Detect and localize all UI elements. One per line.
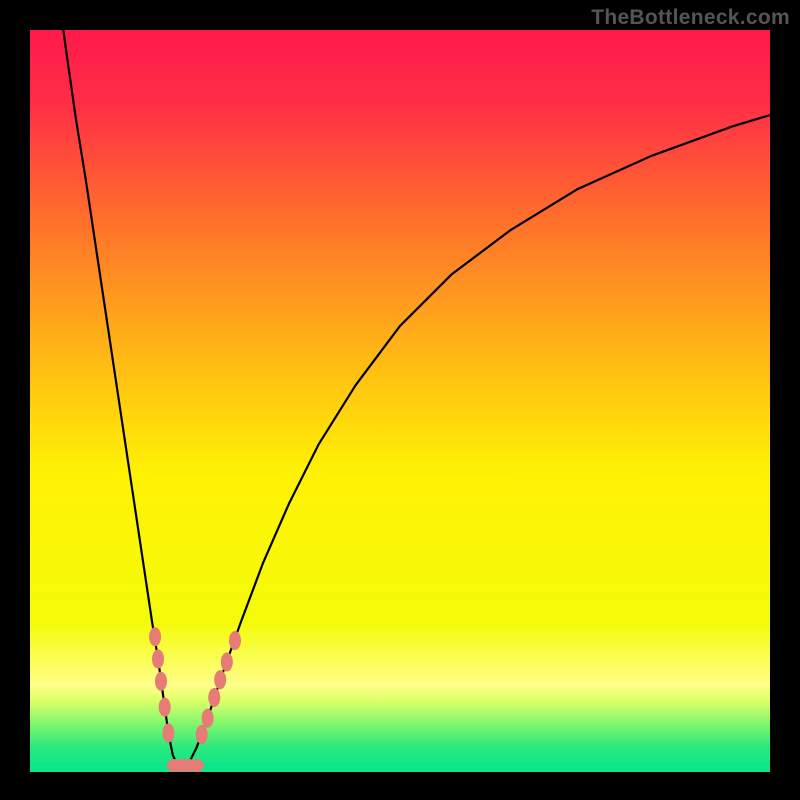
watermark-text: TheBottleneck.com bbox=[591, 6, 790, 30]
bottleneck-chart bbox=[0, 0, 800, 800]
data-marker bbox=[153, 650, 164, 668]
data-marker bbox=[150, 628, 161, 646]
chart-root: TheBottleneck.com bbox=[0, 0, 800, 800]
data-marker bbox=[155, 672, 166, 690]
data-marker bbox=[229, 632, 240, 650]
data-marker bbox=[159, 698, 170, 716]
data-marker bbox=[202, 709, 213, 727]
plot-background bbox=[30, 30, 770, 770]
data-marker bbox=[196, 725, 207, 743]
data-marker bbox=[163, 724, 174, 742]
data-marker bbox=[215, 671, 226, 689]
green-bottom-band bbox=[30, 763, 770, 772]
data-marker bbox=[221, 653, 232, 671]
data-marker bbox=[209, 688, 220, 706]
data-marker bbox=[190, 760, 204, 772]
